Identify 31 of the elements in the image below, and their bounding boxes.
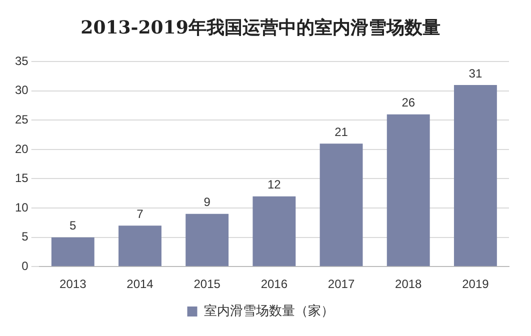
legend-label: 室内滑雪场数量（家） [204, 302, 334, 319]
x-tick-label: 2017 [328, 277, 355, 292]
y-tick-label: 25 [14, 112, 29, 126]
y-tick-label: 35 [14, 54, 29, 68]
bar [386, 114, 430, 266]
chart-title: 2013-2019年我国运营中的室内滑雪场数量 [80, 17, 440, 38]
data-label: 5 [70, 218, 77, 233]
y-tick-label: 0 [22, 258, 29, 273]
bar [320, 144, 363, 266]
data-label: 21 [334, 124, 348, 139]
y-tick-label: 10 [14, 200, 29, 214]
bar [186, 214, 229, 266]
x-tick-label: 2019 [462, 277, 490, 292]
x-tick-label: 2018 [395, 277, 422, 292]
data-label: 26 [402, 96, 416, 110]
x-tick-label: 2014 [126, 277, 154, 292]
y-tick-label: 5 [22, 230, 29, 244]
x-tick-label: 2013 [60, 277, 87, 292]
bar [51, 237, 94, 266]
y-tick-label: 20 [14, 142, 29, 156]
data-label: 12 [267, 178, 282, 192]
y-tick-label: 15 [14, 171, 29, 186]
y-tick-label: 30 [14, 83, 29, 98]
data-label: 7 [136, 206, 144, 221]
data-label: 9 [204, 195, 211, 210]
bar [454, 85, 497, 266]
bar [118, 226, 162, 266]
data-label: 31 [468, 66, 482, 80]
x-tick-label: 2015 [194, 277, 221, 292]
bar [252, 196, 296, 266]
x-tick-label: 2016 [260, 277, 288, 292]
